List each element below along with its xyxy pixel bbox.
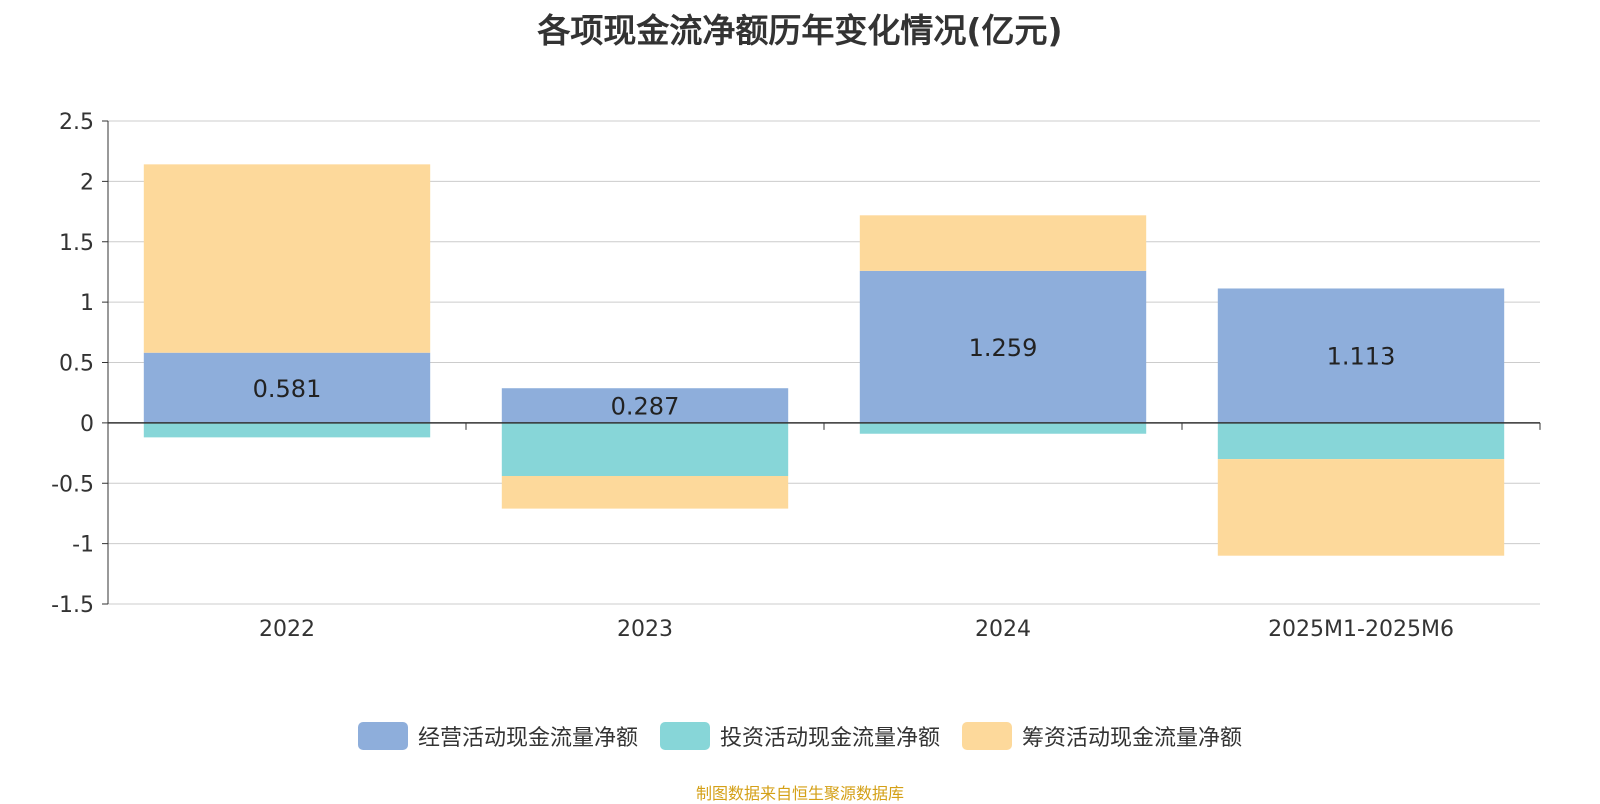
y-tick-label: -1 bbox=[72, 533, 94, 558]
x-tick-label: 2024 bbox=[975, 617, 1031, 642]
y-tick-label: -1.5 bbox=[51, 593, 94, 618]
chart-title: 各项现金流净额历年变化情况(亿元) bbox=[537, 11, 1063, 50]
bar-0-3 bbox=[1217, 288, 1505, 423]
y-tick-label: 2.5 bbox=[59, 110, 94, 135]
bar-2-1 bbox=[501, 476, 789, 509]
bar-2-0 bbox=[143, 164, 431, 353]
y-tick-label: 2 bbox=[80, 170, 94, 195]
y-tick-label: 0 bbox=[80, 412, 94, 437]
x-tick-label: 2022 bbox=[259, 617, 315, 642]
legend-swatch-investing bbox=[659, 722, 710, 750]
y-tick-label: 1.5 bbox=[59, 231, 94, 256]
data-label: 1.113 bbox=[1327, 343, 1396, 371]
x-tick-label: 2023 bbox=[617, 617, 673, 642]
y-tick-label: 1 bbox=[80, 291, 94, 316]
bar-2-3 bbox=[1217, 459, 1505, 556]
legend-label-financing: 筹资活动现金流量净额 bbox=[1022, 726, 1243, 751]
data-label: 0.581 bbox=[253, 375, 322, 403]
chart-plot: 2.5 2 1.5 1 0.5 0 -0.5 -1 -1.5 2022 2023 2024 2025M1… bbox=[51, 110, 1541, 642]
bar-1-2 bbox=[859, 422, 1147, 434]
legend-swatch-financing bbox=[962, 722, 1012, 750]
y-tick-label: 0.5 bbox=[59, 352, 94, 377]
legend-item-operating[interactable]: 经营活动现金流量净额 bbox=[357, 720, 638, 752]
bar-1-0 bbox=[143, 422, 431, 438]
legend-swatch-operating bbox=[357, 722, 408, 750]
bar-0-2 bbox=[859, 270, 1147, 423]
legend-item-financing[interactable]: 筹资活动现金流量净额 bbox=[962, 720, 1242, 752]
y-tick-label: -0.5 bbox=[51, 472, 94, 497]
bar-1-1 bbox=[501, 422, 789, 477]
legend-item-investing[interactable]: 投资活动现金流量净额 bbox=[659, 720, 940, 752]
bar-0-1 bbox=[501, 388, 789, 423]
bar-2-2 bbox=[859, 215, 1147, 271]
data-label: 1.259 bbox=[969, 334, 1038, 362]
bar-1-3 bbox=[1217, 422, 1505, 460]
source-note: 制图数据来自恒生聚源数据库 bbox=[695, 784, 904, 803]
bar-0-0 bbox=[143, 352, 431, 423]
legend-label-operating: 经营活动现金流量净额 bbox=[417, 726, 638, 751]
x-tick-label: 2025M1-2025M6 bbox=[1268, 617, 1454, 642]
data-label: 0.287 bbox=[611, 393, 680, 421]
legend-label-investing: 投资活动现金流量净额 bbox=[719, 726, 940, 751]
chart-legend: 经营活动现金流量净额 投资活动现金流量净额 筹资活动现金流量净额 bbox=[0, 720, 1600, 752]
